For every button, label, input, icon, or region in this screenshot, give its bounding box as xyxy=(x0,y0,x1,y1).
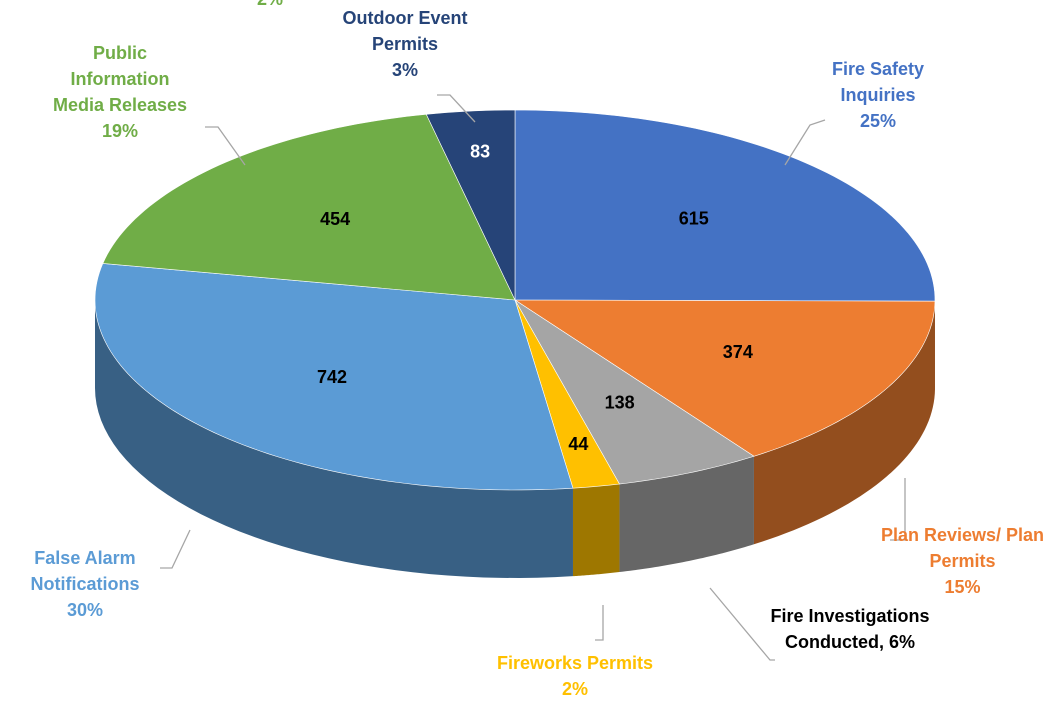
category-name: Public Information Media Releases xyxy=(52,43,188,115)
pie-slice xyxy=(514,299,755,485)
percent-label: 3% xyxy=(391,60,418,80)
pie-slice-side xyxy=(619,456,754,573)
data-label: 742 xyxy=(317,367,347,387)
annotation: 2% xyxy=(245,0,295,12)
category-label: Public Information Media Releases 19% xyxy=(45,40,195,144)
leader-line xyxy=(890,478,906,541)
data-label: 615 xyxy=(679,208,709,228)
data-label: 138 xyxy=(605,392,635,412)
pie-slice xyxy=(514,109,936,302)
category-label: False Alarm Notifications 30% xyxy=(5,545,165,623)
leader-line xyxy=(160,529,191,569)
pie-slice xyxy=(425,109,516,301)
data-label: 83 xyxy=(470,141,490,161)
category-name: Fireworks Permits xyxy=(496,653,654,673)
leader-line xyxy=(784,119,826,166)
pie-slice xyxy=(94,263,574,491)
category-name: Outdoor Event Permits xyxy=(342,8,468,54)
pie-slice-side xyxy=(753,301,935,545)
percent-label: 2% xyxy=(561,679,588,699)
data-label: 454 xyxy=(320,209,350,229)
pie-sides xyxy=(95,300,935,578)
percent-label: , 6% xyxy=(878,632,916,652)
category-name: Fire Investigations Conducted xyxy=(770,606,930,652)
percent-label: 19% xyxy=(101,121,139,141)
category-label: Fireworks Permits 2% xyxy=(460,650,690,702)
data-label: 374 xyxy=(723,342,753,362)
percent-label: 25% xyxy=(859,111,897,131)
leader-line xyxy=(595,605,604,641)
percent-label: 15% xyxy=(944,577,981,597)
percent-label: 30% xyxy=(66,600,104,620)
pie-slice xyxy=(513,299,936,457)
category-label: Fire Investigations Conducted, 6% xyxy=(770,603,930,655)
pie-tops xyxy=(94,109,936,491)
leader-line xyxy=(709,587,775,661)
leader-line xyxy=(205,126,246,166)
category-name: Plan Reviews/ Plan Permits xyxy=(880,525,1045,571)
data-label: 44 xyxy=(568,434,588,454)
pie-slice xyxy=(102,113,516,301)
pie-slice-side xyxy=(95,300,573,578)
leader-lines xyxy=(160,94,906,661)
category-label: Outdoor Event Permits 3% xyxy=(335,5,475,83)
pie-slice-side xyxy=(572,484,620,577)
category-name: Fire Safety Inquiries xyxy=(831,59,925,105)
pie-slice xyxy=(514,299,620,489)
category-label: Plan Reviews/ Plan Permits 15% xyxy=(875,522,1050,600)
leader-line xyxy=(437,94,476,123)
category-label: Fire Safety Inquiries 25% xyxy=(818,56,938,134)
category-name: False Alarm Notifications xyxy=(30,548,140,594)
